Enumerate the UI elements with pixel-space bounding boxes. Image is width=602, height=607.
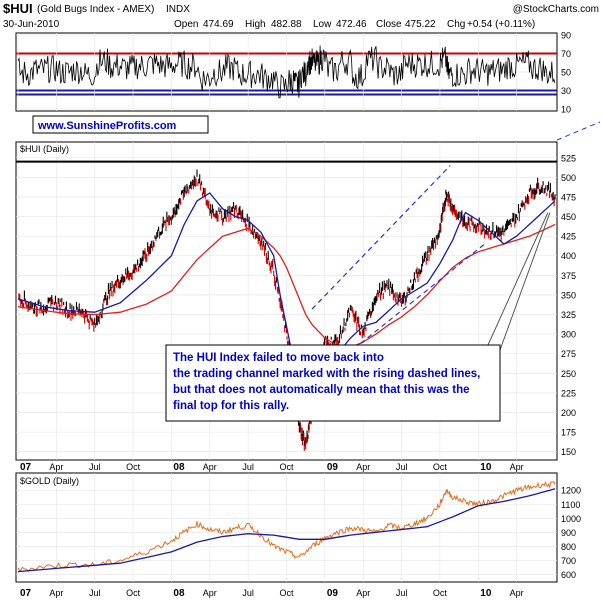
- price-panel-title: $HUI (Daily): [20, 144, 69, 154]
- rsi-tick-label: 90: [561, 31, 571, 41]
- x-axis: 07 Apr Jul Oct 08 Apr Jul Oct 09 Apr Jul Oct 10 Apr 07…: [20, 462, 524, 599]
- price-tick-label: 200: [561, 408, 576, 418]
- x-tick-label: Apr: [49, 462, 63, 472]
- low-label: Low: [313, 19, 332, 30]
- x-tick-label: Oct: [126, 588, 141, 598]
- gold-axis: 600 700 800 900 1000 1100 1200: [561, 486, 581, 580]
- close-value: 475.22: [405, 19, 436, 30]
- watermark-text: www.SunshineProfits.com: [37, 120, 177, 132]
- gold-gridlines: [16, 473, 557, 582]
- x-tick-label: Jul: [89, 588, 101, 598]
- price-tick-label: 250: [561, 369, 576, 379]
- x-tick-label: Jul: [396, 462, 408, 472]
- price-tick-label: 400: [561, 251, 576, 261]
- x-tick-label: Oct: [433, 462, 448, 472]
- x-tick-label: Apr: [356, 588, 370, 598]
- watermark-box: [32, 115, 209, 134]
- price-tick-label: 225: [561, 388, 576, 398]
- high-value: 482.88: [271, 19, 302, 30]
- symbol-title: $HUI: [3, 1, 33, 16]
- annotation-pointer: [487, 212, 549, 346]
- open-label: Open: [174, 19, 198, 30]
- stockcharts-credit: @StockCharts.com: [513, 4, 599, 15]
- close-label: Close: [376, 19, 402, 30]
- price-tick-label: 425: [561, 232, 576, 242]
- open-value: 474.69: [203, 19, 234, 30]
- price-tick-label: 450: [561, 212, 576, 222]
- gold-tick-label: 800: [561, 542, 576, 552]
- x-tick-label: Oct: [279, 588, 294, 598]
- rsi-tick-label: 70: [561, 49, 571, 59]
- price-tick-label: 175: [561, 428, 576, 438]
- ma-long-line: [17, 223, 556, 349]
- rsi-line: [17, 45, 556, 99]
- gold-tick-label: 700: [561, 556, 576, 566]
- rsi-gridlines: [16, 33, 557, 111]
- x-tick-label: 10: [480, 462, 492, 473]
- price-tick-label: 275: [561, 349, 576, 359]
- x-tick-label: Apr: [356, 462, 370, 472]
- rsi-tick-label: 30: [561, 86, 571, 96]
- x-tick-label: Jul: [242, 462, 254, 472]
- annotation-line-4: final top for this rally.: [173, 400, 289, 412]
- gold-ma-line: [17, 488, 556, 573]
- chg-value: +0.54 (+0.11%): [467, 19, 535, 30]
- gold-tick-label: 1100: [561, 500, 580, 510]
- price-tick-label: 325: [561, 310, 576, 320]
- x-tick-label: Apr: [203, 588, 217, 598]
- annotation-line-1: The HUI Index failed to move back into: [173, 352, 384, 364]
- x-tick-label: Apr: [49, 588, 63, 598]
- chg-label: Chg: [447, 19, 465, 30]
- gold-tick-label: 600: [561, 570, 576, 580]
- price-tick-label: 525: [561, 153, 576, 163]
- x-tick-label: Jul: [89, 462, 101, 472]
- x-tick-label: Apr: [203, 462, 217, 472]
- rsi-axis: 10 30 50 70 90: [561, 31, 571, 115]
- channel-extension: [556, 121, 601, 141]
- rsi-tick-label: 50: [561, 68, 571, 78]
- exchange-label: INDX: [166, 4, 190, 15]
- x-tick-label: Apr: [510, 462, 524, 472]
- rsi-tick-label: 10: [561, 105, 571, 115]
- gold-series: [17, 480, 556, 573]
- price-tick-label: 300: [561, 330, 576, 340]
- gold-tick-label: 900: [561, 528, 576, 538]
- annotation-box: [165, 344, 501, 422]
- x-tick-label: Oct: [279, 462, 294, 472]
- gold-panel-title: $GOLD (Daily): [20, 476, 79, 486]
- annotation-line-3: but that does not automatically mean tha…: [173, 384, 469, 396]
- gold-tick-label: 1000: [561, 514, 581, 524]
- price-tick-label: 475: [561, 192, 576, 202]
- x-tick-label: 08: [173, 462, 185, 473]
- x-tick-label: 08: [173, 588, 185, 599]
- x-tick-label: Oct: [126, 462, 141, 472]
- low-value: 472.46: [336, 19, 367, 30]
- x-tick-label: 09: [327, 588, 339, 599]
- x-tick-label: Oct: [433, 588, 448, 598]
- annotation-line-2: the trading channel marked with the risi…: [173, 368, 480, 380]
- x-tick-label: Apr: [510, 588, 524, 598]
- price-tick-label: 350: [561, 290, 576, 300]
- x-tick-label: 07: [20, 462, 32, 473]
- gold-tick-label: 1200: [561, 486, 581, 496]
- price-tick-label: 375: [561, 271, 576, 281]
- price-axis: 150 175 200 225 250 275 300 325 350 375 400 425 450 4…: [561, 153, 576, 457]
- x-tick-label: 09: [327, 462, 339, 473]
- channel-line: [311, 165, 451, 310]
- price-tick-label: 500: [561, 173, 576, 183]
- index-name: (Gold Bugs Index - AMEX): [37, 4, 154, 15]
- x-tick-label: 07: [20, 588, 32, 599]
- price-tick-label: 150: [561, 447, 576, 457]
- x-tick-label: 10: [480, 588, 492, 599]
- x-tick-label: Jul: [396, 588, 408, 598]
- rsi-series: [17, 45, 556, 99]
- x-tick-label: Jul: [242, 588, 254, 598]
- high-label: High: [245, 19, 266, 30]
- gold-price-line: [17, 480, 556, 573]
- date-label: 30-Jun-2010: [3, 19, 60, 30]
- annotation-pointer: [499, 212, 551, 351]
